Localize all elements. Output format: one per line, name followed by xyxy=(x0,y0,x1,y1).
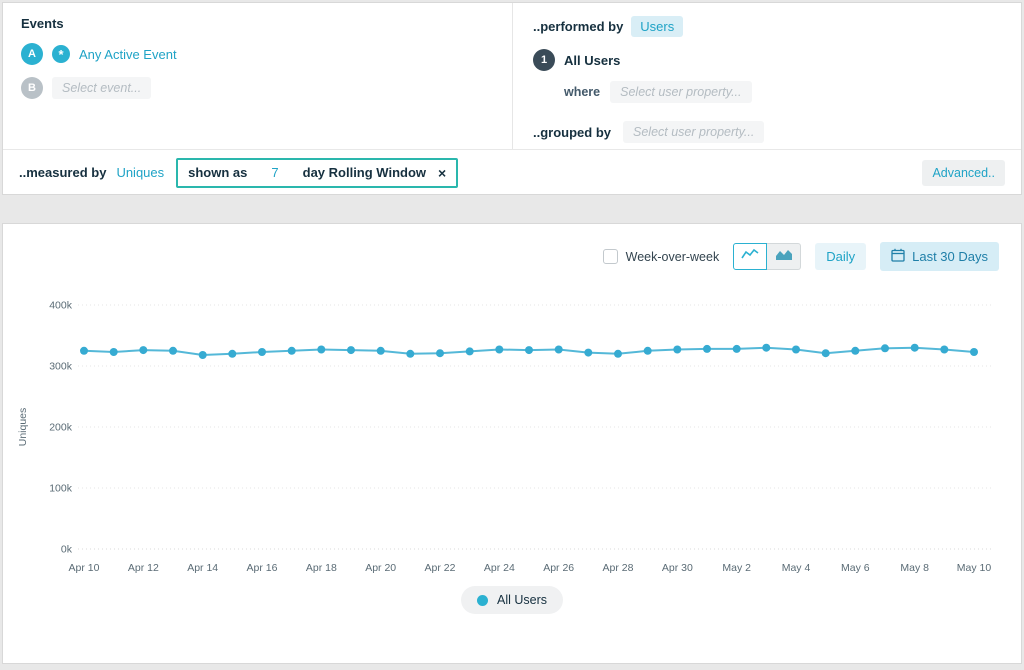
legend-label: All Users xyxy=(496,593,547,607)
events-title: Events xyxy=(21,16,64,31)
line-chart-toggle-button[interactable] xyxy=(733,243,768,270)
svg-text:May 8: May 8 xyxy=(900,562,929,574)
chart-controls: Week-over-week Daily Last 30 Days xyxy=(3,224,1021,271)
svg-text:May 10: May 10 xyxy=(957,562,992,574)
any-active-event-icon: * xyxy=(52,45,70,63)
svg-text:300k: 300k xyxy=(49,361,73,373)
event-row-a: A * Any Active Event xyxy=(21,43,494,65)
series-dot-icon xyxy=(476,594,488,606)
chart-panel: Week-over-week Daily Last 30 Days 0k 100k… xyxy=(2,223,1022,664)
any-active-event-link[interactable]: Any Active Event xyxy=(79,46,177,62)
rolling-window-box: shown as 7 day Rolling Window × xyxy=(176,157,459,188)
measured-by-bar: ..measured by Uniques shown as 7 day Rol… xyxy=(3,149,1021,195)
svg-text:Apr 30: Apr 30 xyxy=(662,562,693,574)
uniques-metric-link[interactable]: Uniques xyxy=(116,165,165,180)
performed-by-title: ..performed by xyxy=(533,19,624,34)
svg-text:Apr 10: Apr 10 xyxy=(69,562,100,574)
window-value-input[interactable]: 7 xyxy=(271,165,279,180)
svg-text:Apr 22: Apr 22 xyxy=(425,562,456,574)
grouped-by-property-input[interactable]: Select user property... xyxy=(623,121,765,143)
svg-text:May 2: May 2 xyxy=(722,562,751,574)
date-range-button[interactable]: Last 30 Days xyxy=(880,242,999,271)
svg-text:Apr 18: Apr 18 xyxy=(306,562,337,574)
legend-all-users[interactable]: All Users xyxy=(460,586,563,614)
area-chart-icon xyxy=(775,247,793,266)
close-icon[interactable]: × xyxy=(438,164,447,181)
svg-text:Apr 24: Apr 24 xyxy=(484,562,515,574)
svg-text:400k: 400k xyxy=(49,300,73,312)
svg-text:0k: 0k xyxy=(61,544,73,556)
user-segment-row: 1 All Users xyxy=(533,49,1003,71)
week-over-week-label: Week-over-week xyxy=(625,249,720,264)
advanced-button[interactable]: Advanced.. xyxy=(922,159,1005,186)
event-badge-a: A xyxy=(21,43,43,65)
svg-text:200k: 200k xyxy=(49,422,73,434)
line-chart[interactable]: 0k 100k 200k 300k 400k Apr 10 Apr 12 Apr 14 Apr … xyxy=(12,277,1012,582)
event-badge-b: B xyxy=(21,77,43,99)
week-over-week-checkbox[interactable] xyxy=(602,249,618,264)
svg-text:May 6: May 6 xyxy=(841,562,870,574)
svg-text:Apr 28: Apr 28 xyxy=(603,562,634,574)
svg-text:May 4: May 4 xyxy=(782,562,811,574)
all-users-label[interactable]: All Users xyxy=(564,52,621,68)
shown-as-label: shown as xyxy=(188,165,248,180)
svg-text:100k: 100k xyxy=(49,483,73,495)
where-property-input[interactable]: Select user property... xyxy=(610,81,752,103)
segment-badge-1: 1 xyxy=(533,49,555,71)
performed-by-users-value[interactable]: Users xyxy=(631,16,684,37)
rolling-window-label: day Rolling Window xyxy=(302,165,426,180)
svg-text:Apr 20: Apr 20 xyxy=(365,562,396,574)
daily-interval-button[interactable]: Daily xyxy=(815,243,867,270)
events-section: Events A * Any Active Event B Select eve… xyxy=(3,3,512,149)
grouped-by-row: ..grouped by Select user property... xyxy=(533,121,1003,143)
legend: All Users xyxy=(3,586,1021,614)
query-panel: Events A * Any Active Event B Select eve… xyxy=(2,2,1022,195)
line-chart-icon xyxy=(741,247,759,266)
performed-by-section: ..performed by Users 1 All Users where S… xyxy=(512,3,1021,149)
where-label: where xyxy=(564,85,601,99)
area-chart-toggle-button[interactable] xyxy=(767,243,802,270)
calendar-icon xyxy=(891,248,905,265)
grouped-by-label: ..grouped by xyxy=(533,124,611,140)
where-row: where Select user property... xyxy=(564,81,1003,103)
chart-type-toggle xyxy=(733,243,802,270)
svg-text:Apr 16: Apr 16 xyxy=(247,562,278,574)
svg-text:Apr 12: Apr 12 xyxy=(128,562,159,574)
svg-text:Apr 14: Apr 14 xyxy=(187,562,218,574)
measured-by-label: ..measured by xyxy=(19,165,107,180)
select-event-input[interactable]: Select event... xyxy=(52,77,152,99)
svg-text:Uniques: Uniques xyxy=(17,408,29,447)
svg-text:Apr 26: Apr 26 xyxy=(543,562,574,574)
event-row-b: B Select event... xyxy=(21,77,494,99)
date-range-label: Last 30 Days xyxy=(912,249,988,264)
